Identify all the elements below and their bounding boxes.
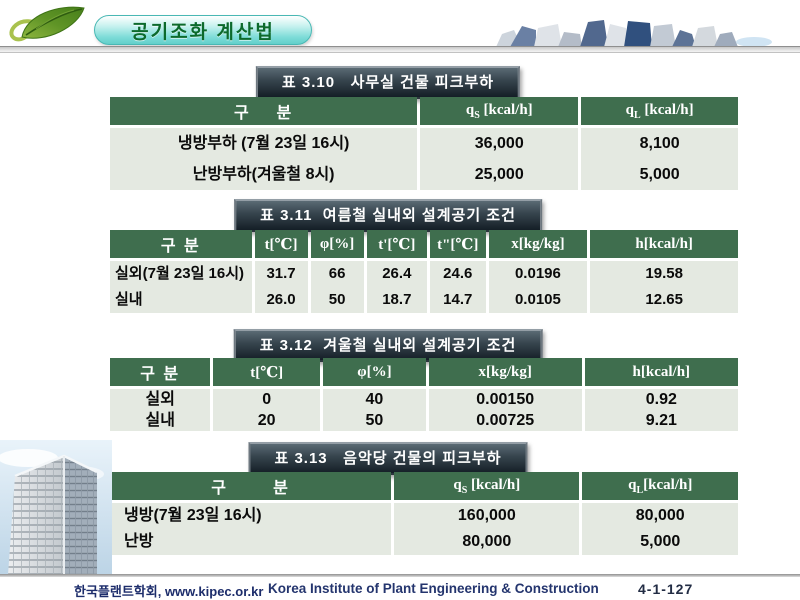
table-row: 냉방(7월 23일 16시) 난방 160,000 80,000 80,000 … — [110, 503, 738, 555]
table-cell: 66 50 — [310, 261, 364, 313]
column-header: qS [kcal/h] — [420, 97, 579, 125]
table-row: 구 분 t[℃] φ[%] x[kg/kg] h[kcal/h] — [110, 358, 738, 386]
table-row: 실외(7월 23일 16시) 실내 31.7 26.0 66 50 26.4 1… — [110, 261, 738, 313]
table-cell: 8,100 5,000 — [581, 128, 738, 190]
city-skyline-icon — [496, 20, 772, 47]
column-header: φ[%] — [322, 358, 426, 386]
column-header: 구 분 — [110, 230, 252, 258]
table-row: 구 분 t[℃] φ[%] t'[℃] t"[℃] x[kg/kg] h[kca… — [110, 230, 738, 258]
table-row: 실외 실내 0 20 40 50 0.00150 0.00725 0.92 9.… — [110, 389, 738, 431]
table-cell: 실외(7월 23일 16시) 실내 — [110, 261, 252, 313]
table-3-13: 구 분 qS [kcal/h] qL[kcal/h] 냉방(7월 23일 16시… — [107, 469, 741, 558]
footer-org-english: Korea Institute of Plant Engineering & C… — [268, 581, 599, 596]
table-cell: 36,000 25,000 — [420, 128, 579, 190]
column-header: qL [kcal/h] — [581, 97, 738, 125]
table-cell: 실외 실내 — [110, 389, 211, 431]
table-3-10: 구 분 qS [kcal/h] qL [kcal/h] 냉방부하 (7월 23일… — [107, 94, 741, 193]
column-header: 구 분 — [110, 97, 418, 125]
table-3-12: 구 분 t[℃] φ[%] x[kg/kg] h[kcal/h] 실외 실내 0… — [107, 355, 741, 434]
table-cell: 0.92 9.21 — [584, 389, 738, 431]
column-header: x[kg/kg] — [488, 230, 588, 258]
table-3-12-caption: 표 3.12 겨울철 실내외 설계공기 조건 — [233, 329, 543, 362]
footer: 한국플랜트학회, www.kipec.or.kr Korea Institute… — [0, 578, 800, 600]
column-header: t[℃] — [254, 230, 308, 258]
table-cell: 24.6 14.7 — [430, 261, 486, 313]
column-header: t"[℃] — [430, 230, 486, 258]
table-cell: 0.00150 0.00725 — [428, 389, 582, 431]
column-header: t[℃] — [213, 358, 320, 386]
table-cell: 31.7 26.0 — [254, 261, 308, 313]
table-3-11: 구 분 t[℃] φ[%] t'[℃] t"[℃] x[kg/kg] h[kca… — [107, 227, 741, 316]
table-cell: 냉방부하 (7월 23일 16시) 난방부하(겨울철 8시) — [110, 128, 418, 190]
column-header: t'[℃] — [366, 230, 428, 258]
table-cell: 80,000 5,000 — [582, 503, 738, 555]
table-3-13-caption: 표 3.13 음악당 건물의 피크부하 — [248, 442, 528, 475]
table-row: 구 분 qS [kcal/h] qL[kcal/h] — [110, 472, 738, 500]
table-cell: 26.4 18.7 — [366, 261, 428, 313]
leaf-logo-icon — [9, 6, 85, 42]
table-cell: 냉방(7월 23일 16시) 난방 — [110, 503, 392, 555]
table-cell: 160,000 80,000 — [394, 503, 580, 555]
column-header: 구 분 — [110, 472, 392, 500]
header-divider-bar — [0, 46, 800, 53]
table-row: 냉방부하 (7월 23일 16시) 난방부하(겨울철 8시) 36,000 25… — [110, 128, 738, 190]
table-cell: 40 50 — [322, 389, 426, 431]
column-header: h[kcal/h] — [590, 230, 738, 258]
footer-org-korean: 한국플랜트학회, www.kipec.or.kr — [74, 584, 264, 599]
column-header: φ[%] — [310, 230, 364, 258]
footer-divider — [0, 574, 800, 577]
column-header: h[kcal/h] — [584, 358, 738, 386]
column-header: 구 분 — [110, 358, 211, 386]
table-row: 구 분 qS [kcal/h] qL [kcal/h] — [110, 97, 738, 125]
slide-title-pill: 공기조화 계산법 — [94, 15, 312, 45]
column-header: x[kg/kg] — [428, 358, 582, 386]
table-cell: 0.0196 0.0105 — [488, 261, 588, 313]
skyscraper-photo — [0, 440, 112, 575]
column-header: qL[kcal/h] — [582, 472, 738, 500]
column-header: qS [kcal/h] — [394, 472, 580, 500]
table-cell: 19.58 12.65 — [590, 261, 738, 313]
slide-title: 공기조화 계산법 — [131, 21, 275, 43]
table-cell: 0 20 — [213, 389, 320, 431]
page-number: 4-1-127 — [638, 581, 694, 597]
